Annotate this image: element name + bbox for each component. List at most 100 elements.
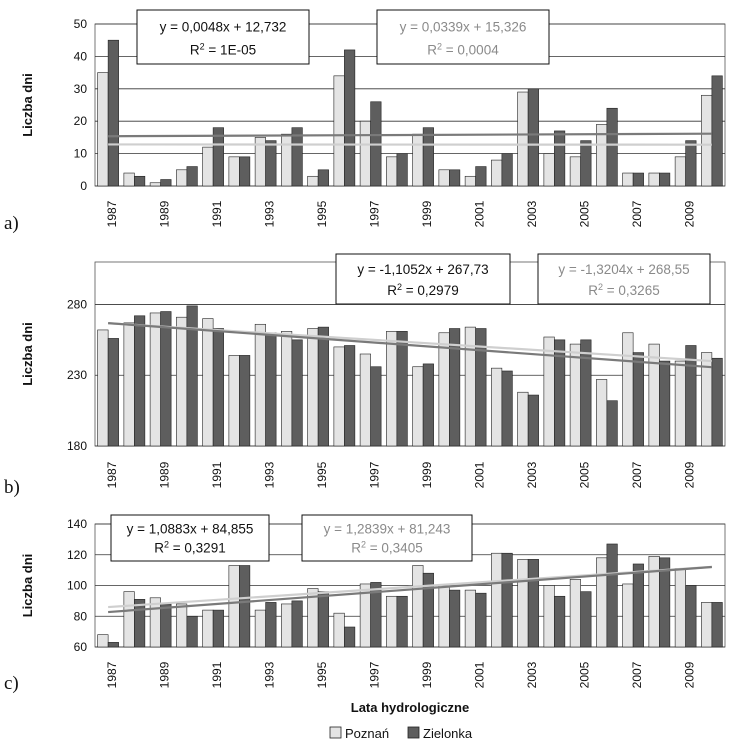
x-tick-label: 2009 bbox=[683, 661, 697, 688]
panel-label: b) bbox=[4, 477, 20, 498]
bar-zielonka-2009 bbox=[685, 345, 697, 447]
bar-zielonka-2001 bbox=[475, 592, 487, 648]
x-tick-label: 1989 bbox=[158, 661, 172, 688]
trend-r2: R2 = 0,0004 bbox=[427, 41, 499, 57]
bar-poznan-1999 bbox=[412, 366, 424, 447]
y-tick-label: 140 bbox=[67, 517, 87, 531]
bar-zielonka-1997 bbox=[370, 366, 382, 447]
y-tick-label: 20 bbox=[74, 114, 88, 128]
y-tick-label: 80 bbox=[74, 609, 88, 623]
bar-zielonka-2000 bbox=[449, 589, 461, 648]
trend-r2: R2 = 1E-05 bbox=[190, 41, 256, 57]
x-tick-label: 2001 bbox=[473, 661, 487, 688]
bar-zielonka-1999 bbox=[422, 572, 434, 648]
bar-poznan-2005 bbox=[569, 579, 581, 648]
x-tick-label: 1999 bbox=[420, 461, 434, 488]
bar-poznan-2008 bbox=[648, 172, 660, 187]
bar-zielonka-2002 bbox=[501, 370, 513, 447]
bar-zielonka-1991 bbox=[212, 127, 224, 187]
bar-poznan-2003 bbox=[517, 91, 529, 187]
bar-poznan-2004 bbox=[543, 585, 555, 648]
bar-poznan-2006 bbox=[596, 557, 608, 648]
bar-zielonka-1997 bbox=[370, 582, 382, 648]
y-tick-label: 60 bbox=[74, 640, 88, 654]
bar-zielonka-1996 bbox=[344, 626, 356, 648]
bar-zielonka-1996 bbox=[344, 49, 356, 187]
bar-poznan-2009 bbox=[674, 360, 686, 447]
x-tick-label: 1987 bbox=[105, 661, 119, 688]
bar-zielonka-2005 bbox=[580, 140, 592, 187]
chart-panel-b: 180 230 280 Liczba dni b) 1987 1989 1991 1993 199… bbox=[4, 253, 726, 498]
bar-poznan-2007 bbox=[622, 172, 634, 187]
bar-poznan-1992 bbox=[228, 565, 240, 648]
bar-poznan-1987 bbox=[97, 72, 109, 187]
x-axis-title: Lata hydrologiczne bbox=[351, 700, 469, 715]
bar-poznan-1988 bbox=[123, 322, 135, 447]
x-tick-label: 1987 bbox=[105, 461, 119, 488]
bar-zielonka-2002 bbox=[501, 552, 513, 648]
y-tick-label: 50 bbox=[74, 17, 88, 31]
bar-zielonka-1996 bbox=[344, 345, 356, 447]
bar-poznan-2005 bbox=[569, 156, 581, 187]
chart-panel-a: 0 10 20 30 40 50 Liczba dni a) 1987 1989 1991 1993 1… bbox=[4, 9, 726, 234]
bar-poznan-1996 bbox=[333, 612, 345, 648]
bar-poznan-1997 bbox=[359, 353, 371, 447]
bar-zielonka-2004 bbox=[554, 339, 566, 447]
bar-poznan-1997 bbox=[359, 120, 371, 187]
bar-zielonka-1987 bbox=[107, 642, 119, 648]
bar-poznan-2002 bbox=[491, 367, 503, 447]
legend-swatch-zielonka bbox=[407, 726, 420, 739]
bar-zielonka-1992 bbox=[239, 565, 251, 648]
bar-poznan-1988 bbox=[123, 172, 135, 187]
panel-label: a) bbox=[4, 213, 19, 234]
bar-zielonka-1991 bbox=[212, 328, 224, 447]
bar-zielonka-1990 bbox=[186, 615, 198, 648]
bar-poznan-2008 bbox=[648, 343, 660, 447]
y-tick-label: 30 bbox=[74, 82, 88, 96]
bar-zielonka-2006 bbox=[606, 543, 618, 648]
bar-poznan-2002 bbox=[491, 552, 503, 648]
x-tick-label: 2007 bbox=[630, 661, 644, 688]
bar-poznan-2006 bbox=[596, 379, 608, 447]
bar-zielonka-1987 bbox=[107, 39, 119, 187]
x-tick-label: 1997 bbox=[368, 200, 382, 227]
trendline-zielonka bbox=[108, 565, 712, 614]
bar-zielonka-2007 bbox=[632, 352, 644, 447]
trend-r2: R2 = 0,3291 bbox=[154, 540, 225, 556]
bar-zielonka-1992 bbox=[239, 156, 251, 187]
y-tick-label: 0 bbox=[80, 179, 87, 193]
x-tick-label: 1995 bbox=[315, 661, 329, 688]
bar-zielonka-1998 bbox=[396, 595, 408, 648]
bar-zielonka-1990 bbox=[186, 305, 198, 447]
bar-zielonka-1988 bbox=[134, 315, 146, 447]
x-tick-label: 2005 bbox=[578, 661, 592, 688]
bar-poznan-2000 bbox=[438, 169, 450, 187]
bar-zielonka-2000 bbox=[449, 328, 461, 447]
bar-zielonka-2003 bbox=[527, 394, 539, 447]
x-tick-label: 2007 bbox=[630, 461, 644, 488]
bar-poznan-1993 bbox=[254, 609, 266, 648]
equation-box-poznan bbox=[376, 9, 550, 65]
bar-poznan-2001 bbox=[464, 589, 476, 648]
bar-zielonka-1998 bbox=[396, 153, 408, 187]
bar-poznan-2000 bbox=[438, 332, 450, 447]
y-tick-label: 230 bbox=[67, 368, 87, 382]
bar-poznan-1992 bbox=[228, 156, 240, 187]
bar-poznan-2009 bbox=[674, 568, 686, 648]
bar-poznan-1991 bbox=[202, 318, 214, 447]
bar-zielonka-2001 bbox=[475, 166, 487, 187]
bar-poznan-2007 bbox=[622, 583, 634, 648]
x-tick-label: 2007 bbox=[630, 200, 644, 227]
bar-zielonka-1998 bbox=[396, 331, 408, 447]
legend: Poznań Zielonka bbox=[329, 726, 473, 741]
x-tick-label: 1989 bbox=[158, 200, 172, 227]
bar-poznan-1998 bbox=[386, 595, 398, 648]
bar-poznan-1988 bbox=[123, 591, 135, 648]
bar-poznan-1994 bbox=[281, 603, 293, 648]
bar-zielonka-2010 bbox=[711, 602, 723, 648]
bar-zielonka-1999 bbox=[422, 363, 434, 447]
bar-zielonka-2008 bbox=[659, 557, 671, 648]
legend-label-poznan: Poznań bbox=[345, 726, 389, 741]
trendline-zielonka bbox=[108, 322, 712, 369]
